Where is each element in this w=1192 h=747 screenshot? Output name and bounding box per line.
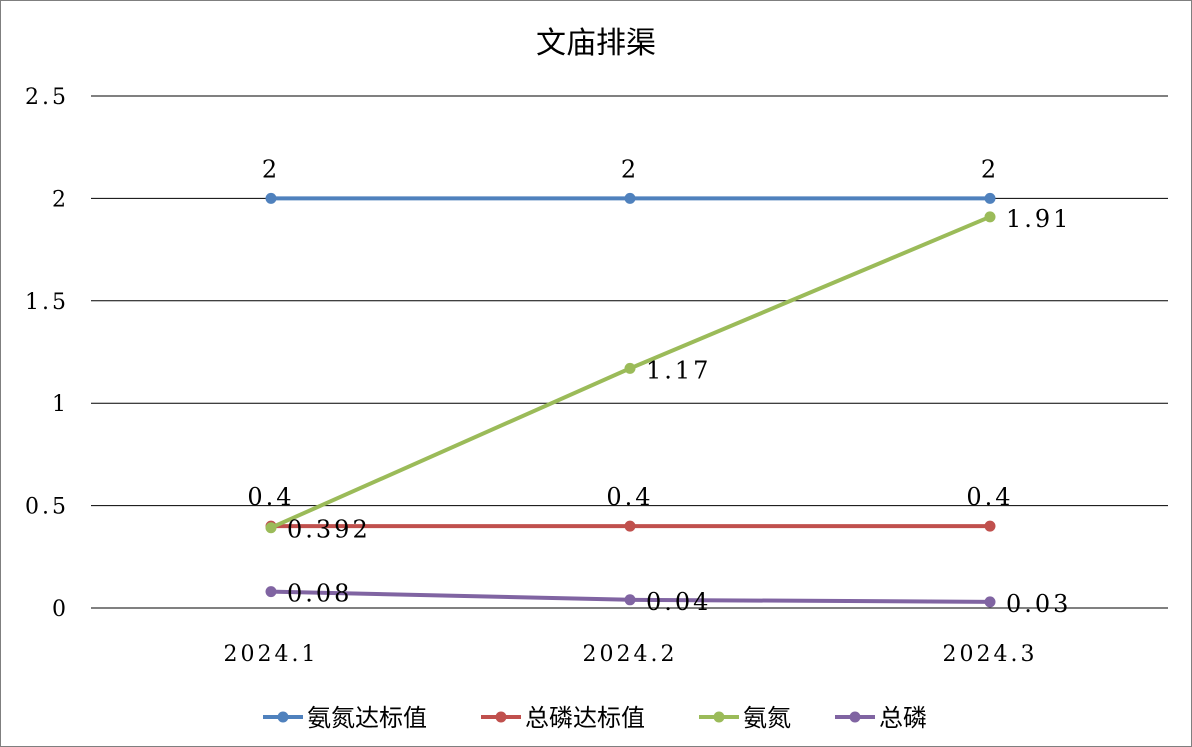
- data-point: [265, 192, 277, 204]
- data-label: 2: [262, 155, 280, 183]
- data-point: [984, 211, 996, 223]
- x-axis-ticks: 2024.1 2024.2 2024.3: [224, 642, 1038, 667]
- legend-swatch-marker: [495, 711, 507, 723]
- data-point: [984, 596, 996, 608]
- data-point: [624, 594, 636, 606]
- legend-label: 总磷: [879, 704, 927, 732]
- data-label: 0.4: [966, 483, 1013, 511]
- data-point: [624, 520, 636, 532]
- legend-label: 氨氮: [743, 704, 791, 732]
- legend-item[interactable]: 氨氮达标值: [263, 704, 427, 732]
- y-tick-label: 2.5: [25, 85, 69, 110]
- data-label: 2: [981, 155, 999, 183]
- y-tick-label: 2: [52, 187, 69, 212]
- legend-item[interactable]: 总磷达标值: [481, 704, 645, 732]
- series-layer: [265, 192, 996, 608]
- y-axis-ticks: 0 0.5 1 1.5 2 2.5: [25, 85, 69, 622]
- data-point: [984, 192, 996, 204]
- data-point: [265, 586, 277, 598]
- data-point: [265, 522, 277, 534]
- legend-swatch-marker: [277, 711, 289, 723]
- legend-swatch-marker: [713, 711, 725, 723]
- data-label: 0.392: [287, 516, 371, 544]
- legend-swatch-marker: [849, 711, 861, 723]
- legend[interactable]: 氨氮达标值 总磷达标值 氨氮 总磷: [263, 704, 927, 732]
- data-labels: 2 2 2 0.4 0.4 0.4 0.392 1.17 1.91 0.08 0.04 0.03: [247, 155, 1071, 618]
- data-label: 0.4: [247, 483, 294, 511]
- y-tick-label: 1.5: [25, 290, 69, 315]
- x-tick-label: 2024.3: [943, 642, 1038, 667]
- x-tick-label: 2024.2: [583, 642, 678, 667]
- data-label: 1.91: [1006, 205, 1071, 233]
- y-tick-label: 0: [52, 597, 69, 622]
- legend-item[interactable]: 总磷: [835, 704, 927, 732]
- data-point: [624, 192, 636, 204]
- data-label: 1.17: [646, 356, 711, 384]
- data-point: [624, 362, 636, 374]
- data-label: 2: [621, 155, 639, 183]
- data-label: 0.04: [646, 588, 711, 616]
- data-label: 0.4: [606, 483, 653, 511]
- legend-label: 总磷达标值: [525, 704, 645, 732]
- y-tick-label: 0.5: [25, 495, 69, 520]
- data-label: 0.03: [1006, 590, 1071, 618]
- legend-label: 氨氮达标值: [307, 704, 427, 732]
- data-label: 0.08: [287, 580, 352, 608]
- y-tick-label: 1: [52, 392, 69, 417]
- legend-item[interactable]: 氨氮: [699, 704, 791, 732]
- data-point: [984, 520, 996, 532]
- chart-title: 文庙排渠: [536, 26, 656, 61]
- x-tick-label: 2024.1: [224, 642, 319, 667]
